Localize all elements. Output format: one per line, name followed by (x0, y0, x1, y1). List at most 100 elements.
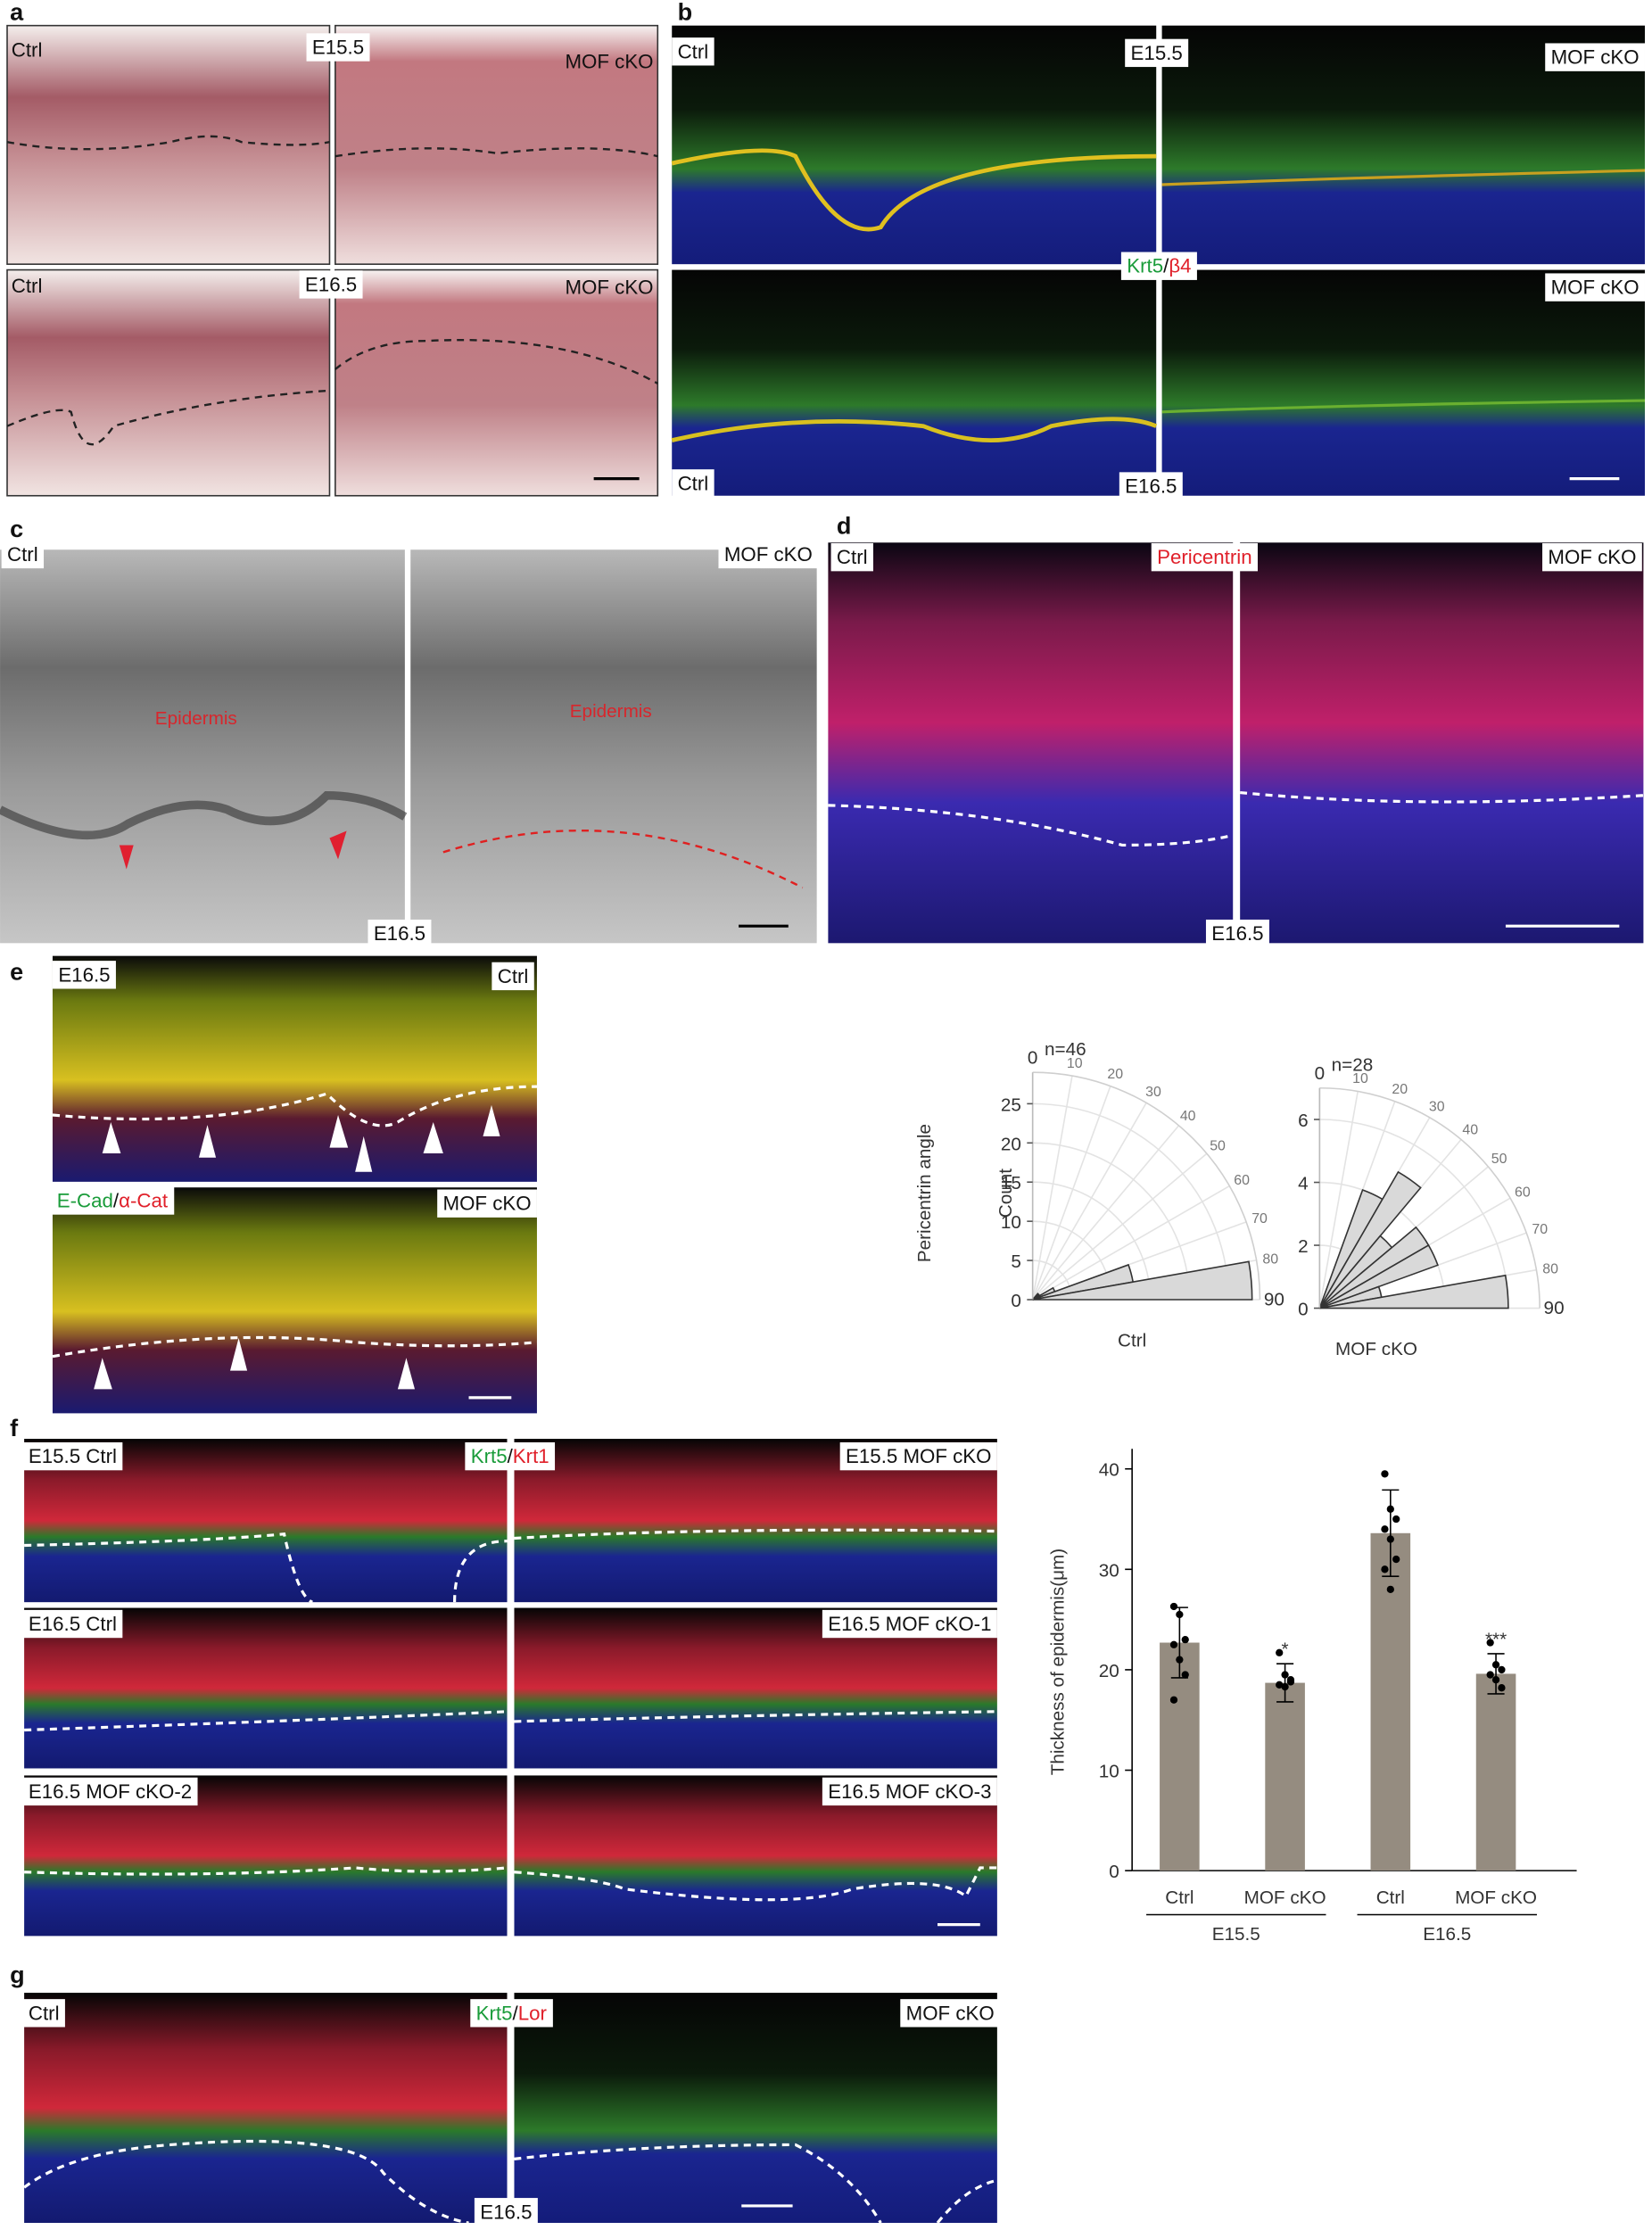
grid-spoke (1032, 1125, 1180, 1301)
tag: MOF cKO (565, 50, 653, 72)
tag-box (1205, 919, 1269, 948)
tag-box (839, 1441, 997, 1471)
image (335, 24, 659, 265)
data-point (1381, 1565, 1389, 1573)
tag: Ctrl (29, 2002, 60, 2024)
tag-box (672, 37, 714, 66)
image (6, 268, 331, 497)
image (6, 24, 331, 265)
tag: E16.5 MOF cKO-1 (828, 1613, 991, 1635)
annotation: Epidermis (570, 701, 652, 722)
grid-spoke (1032, 1185, 1230, 1301)
data-point (1392, 1555, 1400, 1564)
grid-spoke (1031, 1086, 1111, 1301)
stain-sep: / (513, 2002, 519, 2024)
image (335, 268, 659, 497)
tag-box (1545, 273, 1645, 301)
x-label: Ctrl (1118, 1331, 1146, 1351)
tag: E15.5 MOF cKO (846, 1445, 991, 1467)
panel-label: d (837, 512, 852, 540)
tag: MOF cKO (1551, 277, 1640, 299)
theta-label: 10 (1067, 1056, 1083, 1071)
tag: Ctrl (678, 472, 709, 494)
image (672, 269, 1157, 496)
wedge (1318, 1170, 1422, 1309)
tag: MOF cKO (1548, 546, 1636, 568)
panel-label: a (10, 0, 24, 25)
tag-box (22, 1441, 123, 1471)
tag-box (306, 33, 370, 62)
stain-label: Krt5/β4 (1127, 255, 1191, 277)
axis-title: Pericentrin angle (914, 1124, 935, 1262)
y-label: Count (995, 1169, 1016, 1218)
theta-label: 20 (1392, 1082, 1408, 1097)
panel-label: f (10, 1414, 19, 1441)
tag: Ctrl (12, 39, 43, 62)
y-label: Thickness of epidermis(μm) (1048, 1549, 1069, 1775)
tag-box (830, 542, 873, 572)
grid-arc (1032, 1181, 1152, 1301)
tag: E16.5 (480, 2201, 532, 2223)
grid-spoke (1318, 1091, 1359, 1309)
panel-label: e (10, 958, 23, 986)
tag: E15.5 Ctrl (29, 1445, 117, 1467)
data-point (1281, 1671, 1289, 1679)
y-tick-label: 20 (1001, 1134, 1021, 1154)
chart-title: n=46 (1045, 1039, 1086, 1060)
image (514, 1993, 997, 2224)
x-tick-label: MOF cKO (1244, 1887, 1326, 1908)
theta-label: 70 (1251, 1211, 1268, 1226)
tag-box (672, 469, 714, 498)
group-label: E15.5 (1212, 1924, 1260, 1945)
wedge (1318, 1243, 1439, 1309)
theta-label: 80 (1262, 1251, 1278, 1267)
tag-box (22, 1609, 123, 1639)
significance: *** (1485, 1629, 1507, 1649)
tag: Ctrl (12, 275, 43, 297)
theta-label: 10 (1352, 1071, 1368, 1086)
tag-box (368, 919, 432, 948)
tag: MOF cKO (443, 1193, 532, 1215)
grid-arc (1032, 1142, 1191, 1301)
data-point (1169, 1640, 1178, 1648)
tag: MOF cKO (906, 2002, 995, 2024)
stain: E-Cad (57, 1190, 113, 1212)
tag: MOF cKO (1551, 46, 1640, 69)
tag: Ctrl (7, 543, 38, 566)
y-tick-label: 0 (1109, 1862, 1119, 1882)
data-point (1386, 1535, 1394, 1543)
stain-sep: / (508, 1445, 514, 1467)
data-point (1392, 1515, 1400, 1524)
data-point (1498, 1684, 1506, 1692)
tag: E16.5 (374, 922, 425, 945)
image (24, 1993, 508, 2224)
image (672, 25, 1157, 265)
stain-label: Krt5/Krt1 (471, 1445, 549, 1467)
grid-arc (1319, 1119, 1509, 1309)
data-point (1276, 1681, 1284, 1689)
theta-label: 0 (1315, 1063, 1326, 1084)
outer-arc (1319, 1086, 1540, 1309)
arrowheads (94, 1104, 500, 1390)
tag: Ctrl (837, 546, 868, 568)
tag: E16.5 MOF cKO-3 (828, 1780, 991, 1803)
stain-sep: / (113, 1190, 120, 1212)
stain: Krt5 (1127, 255, 1163, 277)
tag-box (1119, 472, 1183, 500)
theta-label: 90 (1544, 1298, 1565, 1318)
tag: E16.5 (1125, 475, 1177, 498)
outer-arc (1032, 1071, 1261, 1301)
theta-label: 60 (1515, 1185, 1531, 1201)
data-point (1276, 1648, 1284, 1656)
tag-box (1545, 43, 1645, 71)
stain: Krt5 (471, 1445, 508, 1467)
image (52, 1187, 537, 1414)
y-tick-label: 10 (1099, 1761, 1119, 1781)
stain-sep: / (1163, 255, 1169, 277)
y-tick-label: 0 (1298, 1300, 1309, 1320)
tag: MOF cKO (565, 277, 653, 299)
x-label: MOF cKO (1335, 1339, 1417, 1359)
tag-box (1151, 542, 1258, 572)
data-point (1386, 1585, 1394, 1593)
tag-box (1125, 38, 1189, 68)
